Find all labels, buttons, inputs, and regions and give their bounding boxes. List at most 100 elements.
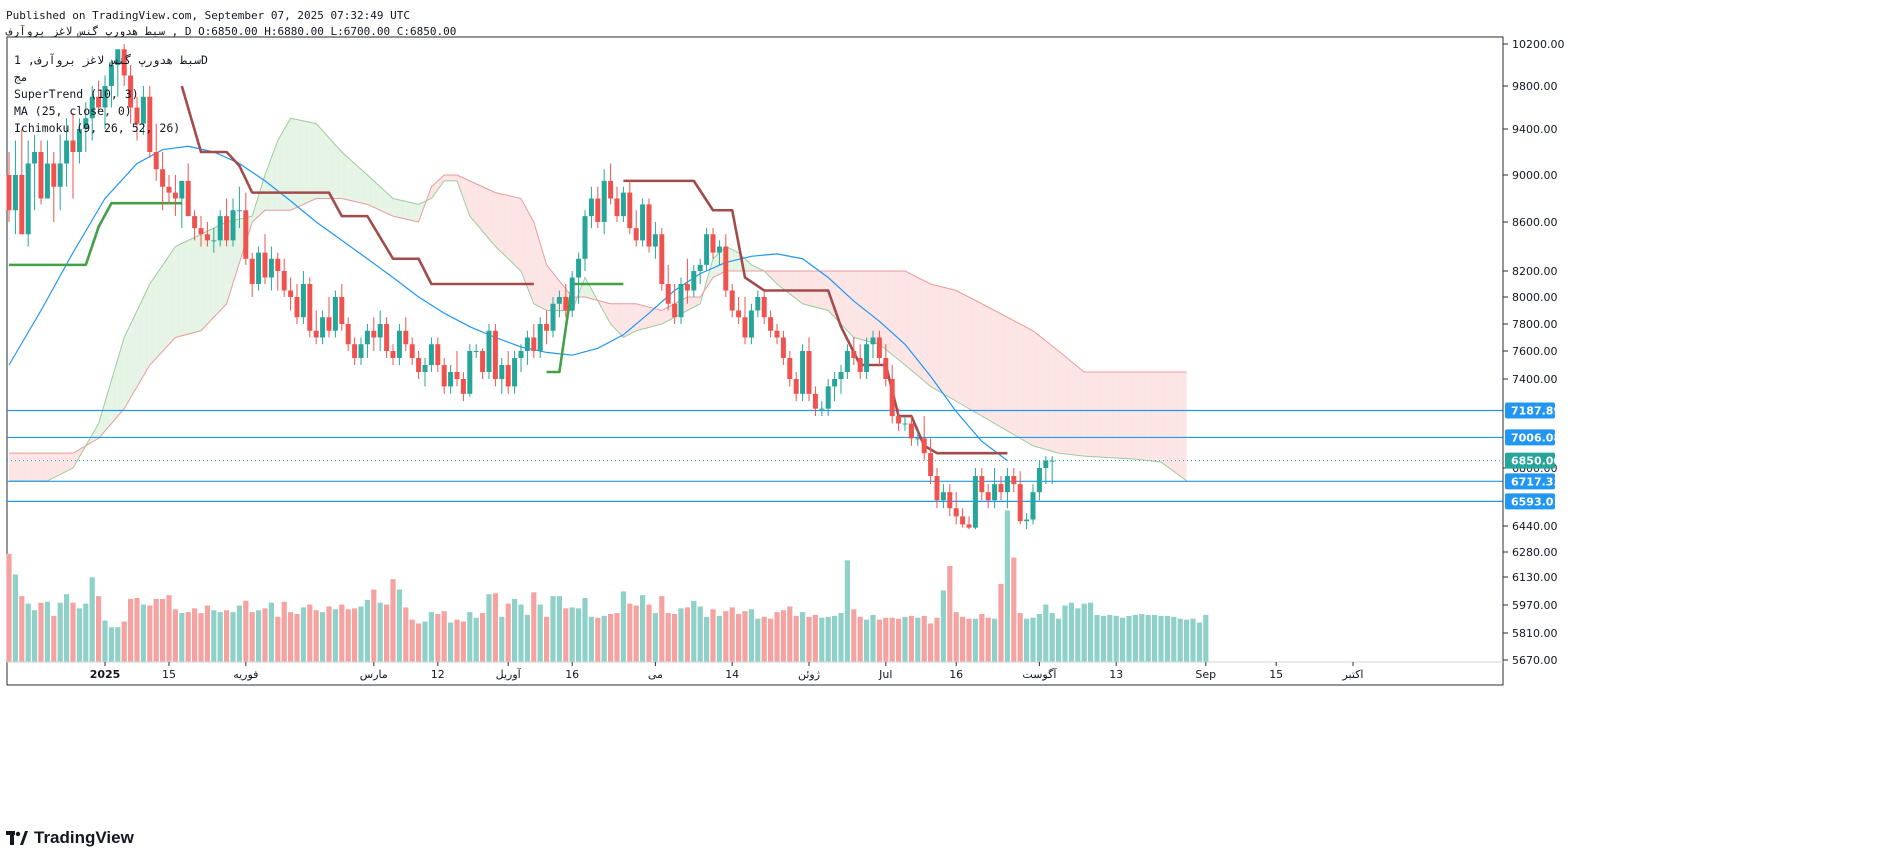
volume-bar: [1024, 618, 1030, 662]
volume-bar: [1184, 619, 1190, 662]
volume-bar: [787, 606, 793, 662]
candle-body: [428, 344, 434, 365]
candle-body: [25, 163, 31, 235]
volume-bar: [294, 614, 300, 662]
candle-body: [384, 324, 390, 351]
ichimoku-cloud-segment: [329, 137, 336, 199]
volume-bar: [288, 612, 294, 662]
volume-bar: [985, 617, 991, 662]
candle-body: [492, 330, 498, 379]
volume-bar: [1177, 618, 1183, 662]
volume-bar: [1107, 614, 1113, 662]
legend-ma[interactable]: MA (25, close, 0): [14, 104, 132, 118]
candle-body: [57, 163, 63, 187]
volume-bar: [1030, 617, 1036, 662]
candle-body: [742, 317, 748, 338]
supertrend-down-line: [180, 85, 534, 286]
volume-bar: [51, 615, 57, 662]
volume-bar: [352, 608, 358, 662]
ichimoku-cloud-segment: [636, 303, 643, 331]
candle-body: [83, 118, 89, 129]
supertrend-up-line: [9, 201, 182, 267]
ichimoku-cloud-segment: [258, 175, 265, 217]
candle-body: [723, 246, 729, 291]
ichimoku-cloud-segment: [309, 122, 317, 202]
ichimoku-cloud-segment: [610, 303, 617, 331]
candle-body: [38, 152, 44, 199]
candle-body: [627, 192, 633, 229]
ichimoku-cloud-segment: [373, 180, 381, 211]
candle-body: [934, 476, 940, 501]
candle-body: [921, 438, 927, 454]
time-tick-label: 15: [162, 668, 176, 681]
ichimoku-cloud-segment: [348, 157, 355, 202]
candle-body: [185, 180, 191, 217]
ichimoku-cloud-segment: [226, 220, 233, 304]
volume-bar: [179, 613, 185, 662]
volume-bar: [454, 619, 460, 662]
volume-bar: [32, 610, 38, 662]
candle-body: [512, 358, 518, 387]
volume-bar: [198, 613, 204, 662]
ichimoku-cloud-segment: [527, 210, 534, 304]
ichimoku-cloud-segment: [905, 271, 912, 371]
time-tick-label: می: [648, 668, 663, 681]
candle-body: [940, 492, 946, 501]
volume-bar: [499, 616, 505, 662]
volume-bar: [313, 610, 319, 662]
time-tick-label: 12: [431, 668, 445, 681]
volume-bar: [595, 617, 601, 662]
price-tick-label: 5810.00: [1512, 627, 1558, 640]
volume-bar: [1158, 615, 1164, 662]
ichimoku-cloud-segment: [770, 271, 777, 284]
ichimoku-cloud-segment: [655, 308, 662, 326]
legend-supertrend[interactable]: SuperTrend (10, 3): [14, 87, 139, 101]
candle-body: [640, 204, 646, 241]
volume-bar: [921, 615, 927, 662]
candle-body: [582, 216, 588, 259]
ichimoku-cloud-segment: [521, 198, 528, 288]
time-tick-label: ژوئن: [798, 668, 820, 681]
volume-bar: [1152, 614, 1158, 662]
volume-bar: [64, 594, 70, 662]
volume-bar: [1100, 615, 1106, 662]
volume-bar: [716, 615, 722, 662]
candle-body: [780, 337, 786, 358]
ichimoku-cloud-segment: [207, 228, 214, 324]
ichimoku-cloud-segment: [463, 177, 470, 217]
candle-body: [601, 180, 607, 222]
ichimoku-cloud-segment: [841, 271, 848, 331]
ichimoku-cloud-segment: [495, 192, 502, 253]
volume-bar: [505, 603, 511, 662]
volume-bar: [864, 619, 870, 662]
ichimoku-cloud-segment: [47, 453, 54, 481]
volume-bar: [25, 603, 31, 662]
ichimoku-cloud-segment: [9, 453, 16, 481]
candle-body: [1024, 519, 1030, 522]
ichimoku-cloud-segment: [917, 277, 925, 381]
volume-bar: [57, 602, 63, 662]
candle-body: [121, 49, 127, 76]
volume-bar: [601, 615, 607, 662]
ichimoku-cloud-segment: [277, 129, 285, 211]
legend-ichimoku[interactable]: Ichimoku (9, 26, 52, 26): [14, 121, 181, 135]
volume-bar: [249, 612, 255, 662]
time-tick-label: 14: [725, 668, 739, 681]
candle-body: [646, 204, 652, 247]
ichimoku-cloud-segment: [860, 271, 867, 341]
candle-body: [819, 408, 825, 410]
candle-body: [403, 330, 409, 345]
volume-bar: [1043, 604, 1049, 662]
ichimoku-cloud-segment: [73, 449, 80, 468]
tradingview-logo[interactable]: TradingView: [6, 828, 134, 848]
candle-body: [998, 484, 1004, 493]
volume-bar: [697, 606, 703, 662]
time-tick-label: Jul: [878, 668, 892, 681]
volume-bar: [576, 608, 582, 662]
ichimoku-cloud-segment: [1148, 372, 1155, 462]
price-tick-label: 5970.00: [1512, 599, 1558, 612]
volume-bar: [742, 611, 748, 662]
ichimoku-cloud-segment: [1020, 324, 1027, 443]
candle-body: [275, 258, 281, 271]
